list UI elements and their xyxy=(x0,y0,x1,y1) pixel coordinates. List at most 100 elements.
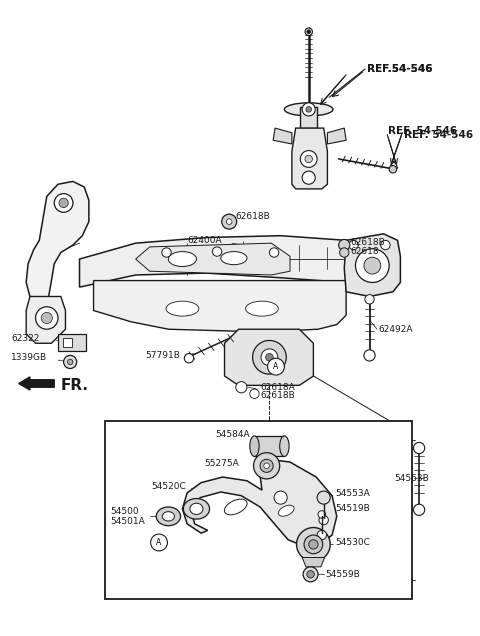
Circle shape xyxy=(250,389,259,398)
Text: 62322: 62322 xyxy=(11,334,40,343)
Ellipse shape xyxy=(183,499,210,519)
Circle shape xyxy=(236,382,247,393)
Circle shape xyxy=(317,491,330,504)
Text: REF. 54-546: REF. 54-546 xyxy=(388,126,457,136)
Ellipse shape xyxy=(280,436,289,457)
Circle shape xyxy=(413,443,425,453)
Circle shape xyxy=(36,307,58,329)
Circle shape xyxy=(339,248,349,257)
Text: REF.54-546: REF.54-546 xyxy=(367,64,432,74)
Circle shape xyxy=(303,567,318,582)
Text: 54519B: 54519B xyxy=(335,504,370,513)
Circle shape xyxy=(267,358,284,375)
Circle shape xyxy=(309,540,318,549)
Text: REF.54-546: REF.54-546 xyxy=(367,64,432,74)
Circle shape xyxy=(306,107,312,112)
Ellipse shape xyxy=(156,507,180,526)
Text: 1339GB: 1339GB xyxy=(11,353,48,362)
Circle shape xyxy=(297,527,330,561)
Circle shape xyxy=(67,359,73,365)
Polygon shape xyxy=(327,128,346,144)
Text: A: A xyxy=(273,362,278,371)
Text: 57791B: 57791B xyxy=(145,351,180,360)
Polygon shape xyxy=(344,234,400,296)
Circle shape xyxy=(307,30,311,34)
Circle shape xyxy=(307,570,314,578)
Bar xyxy=(63,338,72,347)
Circle shape xyxy=(389,165,396,173)
Circle shape xyxy=(364,350,375,361)
Ellipse shape xyxy=(246,301,278,316)
Circle shape xyxy=(264,463,269,469)
Circle shape xyxy=(305,28,312,36)
Circle shape xyxy=(265,354,273,361)
Text: A: A xyxy=(156,538,162,547)
Text: 54530C: 54530C xyxy=(335,538,370,547)
Circle shape xyxy=(162,248,171,257)
Circle shape xyxy=(356,249,389,282)
Text: FR.: FR. xyxy=(61,378,89,393)
Circle shape xyxy=(54,193,73,212)
Polygon shape xyxy=(300,107,317,128)
Circle shape xyxy=(304,535,323,554)
Circle shape xyxy=(151,534,168,551)
Bar xyxy=(254,436,284,457)
Circle shape xyxy=(222,214,237,229)
Ellipse shape xyxy=(168,252,196,266)
Circle shape xyxy=(319,515,328,525)
Circle shape xyxy=(349,240,358,250)
Circle shape xyxy=(381,240,390,250)
Text: 62618B: 62618B xyxy=(236,212,271,221)
Polygon shape xyxy=(26,296,65,343)
Circle shape xyxy=(365,294,374,304)
Circle shape xyxy=(41,312,52,324)
Polygon shape xyxy=(94,280,346,331)
Ellipse shape xyxy=(190,503,203,515)
Circle shape xyxy=(59,198,68,207)
Text: 54520C: 54520C xyxy=(152,482,186,491)
Ellipse shape xyxy=(162,511,174,521)
Polygon shape xyxy=(182,459,337,546)
Circle shape xyxy=(253,453,280,479)
Circle shape xyxy=(64,356,77,368)
Circle shape xyxy=(261,349,278,366)
Polygon shape xyxy=(80,236,370,287)
Text: 62400A: 62400A xyxy=(187,236,222,245)
FancyArrow shape xyxy=(19,377,54,390)
Ellipse shape xyxy=(224,499,247,515)
Circle shape xyxy=(413,504,425,515)
Text: 55275A: 55275A xyxy=(204,459,239,469)
Ellipse shape xyxy=(278,505,294,516)
Polygon shape xyxy=(136,243,290,275)
Circle shape xyxy=(252,340,286,374)
Text: 62618A: 62618A xyxy=(260,383,295,392)
Polygon shape xyxy=(292,128,327,189)
Text: 62492A: 62492A xyxy=(379,325,413,334)
Ellipse shape xyxy=(250,436,259,457)
Circle shape xyxy=(339,239,350,251)
Ellipse shape xyxy=(221,252,247,265)
Circle shape xyxy=(227,219,232,225)
Polygon shape xyxy=(225,329,313,385)
Text: 62618B: 62618B xyxy=(260,391,295,400)
Circle shape xyxy=(364,257,381,274)
Circle shape xyxy=(184,354,193,363)
Circle shape xyxy=(318,511,325,518)
Text: 62618B: 62618B xyxy=(351,238,385,247)
Ellipse shape xyxy=(284,103,333,116)
Circle shape xyxy=(302,103,315,116)
Text: REF. 54-546: REF. 54-546 xyxy=(404,130,473,140)
Polygon shape xyxy=(302,558,324,567)
Text: 54563B: 54563B xyxy=(395,474,430,483)
Text: 54553A: 54553A xyxy=(335,489,370,499)
Circle shape xyxy=(317,530,326,540)
Polygon shape xyxy=(26,181,89,301)
Bar xyxy=(58,334,86,350)
Polygon shape xyxy=(273,128,292,144)
Text: 54500: 54500 xyxy=(110,507,139,516)
Text: 54559B: 54559B xyxy=(325,570,360,579)
Bar xyxy=(105,421,412,598)
Circle shape xyxy=(274,491,287,504)
Circle shape xyxy=(269,248,279,257)
Text: 54501A: 54501A xyxy=(110,516,145,525)
